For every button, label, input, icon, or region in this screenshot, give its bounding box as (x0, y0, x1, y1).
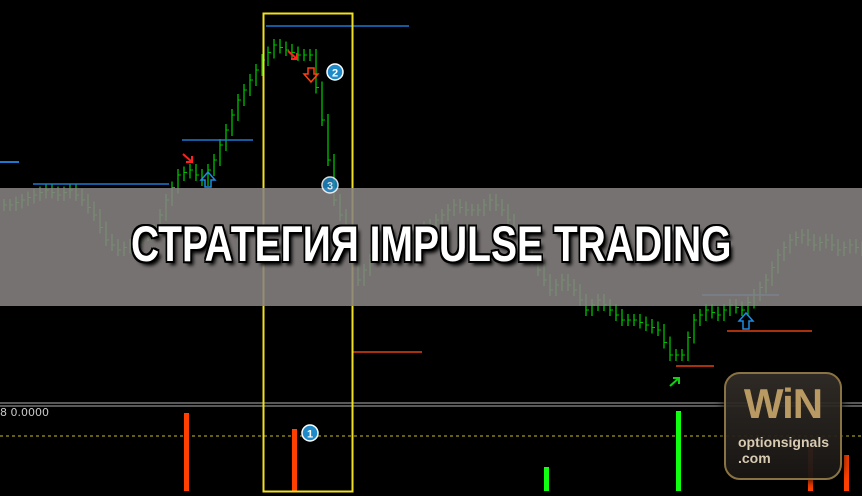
logo-site-line2: .com (738, 450, 771, 466)
histogram-bar (544, 467, 549, 491)
histogram-bar (184, 413, 189, 491)
arrow-up-icon (199, 170, 217, 188)
arrow-down-icon (302, 67, 320, 84)
arrow-up-right-icon (669, 377, 680, 387)
title-banner (0, 188, 862, 306)
histogram-bar (844, 455, 849, 491)
logo-site-line1: optionsignals (738, 434, 829, 450)
arrow-up-icon (737, 311, 755, 330)
arrow-down-right-icon (182, 153, 193, 163)
histogram-bar (676, 411, 681, 491)
indicator-value-label: 8 0.0000 (0, 406, 49, 419)
histogram-bar (292, 429, 297, 491)
logo-mark: WiN (743, 380, 823, 427)
brand-logo: WiN optionsignals .com (724, 372, 842, 480)
logo-site: optionsignals .com (738, 434, 829, 466)
banner-title: СТРАТЕГИЯ IMPULSE TRADING (130, 216, 732, 272)
arrow-down-right-icon (287, 50, 298, 60)
signal-arrows (182, 50, 755, 387)
